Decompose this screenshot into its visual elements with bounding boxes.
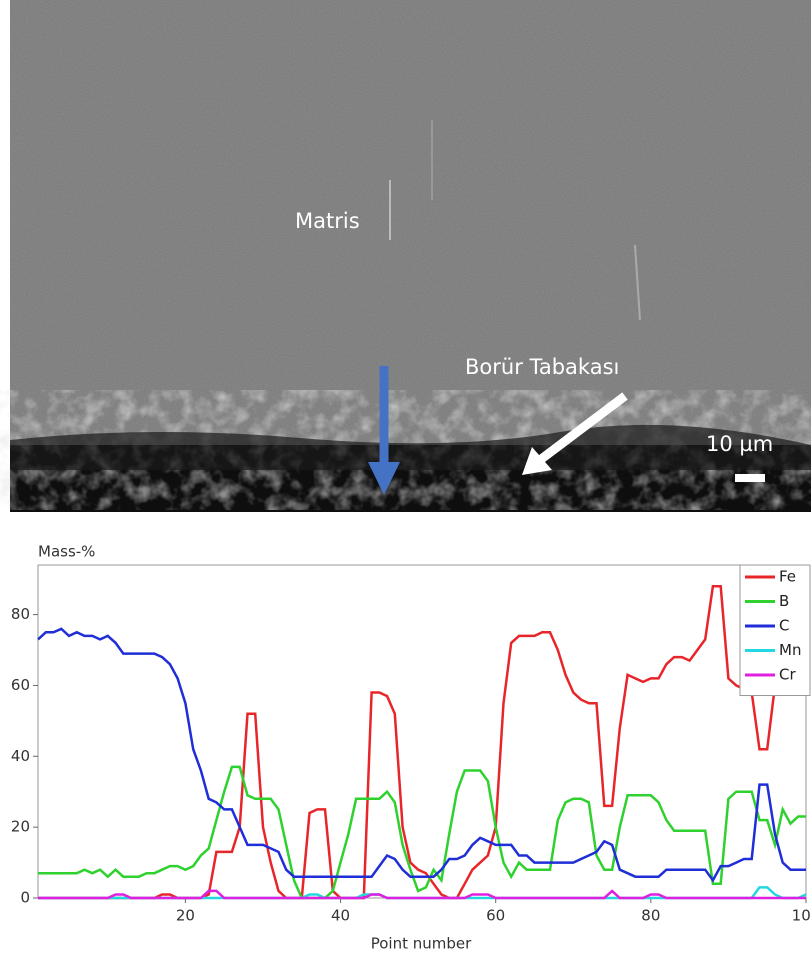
series-line [38,767,806,898]
series-line [38,629,806,881]
x-tick-label: 60 [486,907,505,925]
image-label: Borür Tabakası [465,355,619,379]
x-tick-label: 20 [176,907,195,925]
legend-label: B [779,592,789,610]
image-label: Matris [295,209,360,233]
x-tick-label: 80 [641,907,660,925]
y-tick-label: 80 [11,605,30,623]
legend-label: Cr [779,666,796,684]
y-tick-label: 0 [20,889,30,907]
legend-label: Mn [779,641,801,659]
legend-label: Fe [779,568,796,586]
figure: Matris Borür Tabakası 10 µm Mass-% Point… [0,0,811,960]
page: Matris Borür Tabakası 10 µm Mass-% Point… [0,0,811,960]
x-axis-label: Point number [371,935,472,953]
legend-label: C [779,617,789,635]
plot-frame [38,565,806,898]
y-tick-label: 20 [11,818,30,836]
x-tick-label: 100 [792,907,811,925]
sem-image: Matris Borür Tabakası 10 µm [10,0,811,512]
series-line [38,586,806,898]
y-tick-label: 60 [11,676,30,694]
x-tick-label: 40 [331,907,350,925]
scale-label: 10 µm [706,432,773,456]
y-axis-label: Mass-% [38,543,95,561]
series-line [38,891,806,898]
y-tick-label: 40 [11,747,30,765]
